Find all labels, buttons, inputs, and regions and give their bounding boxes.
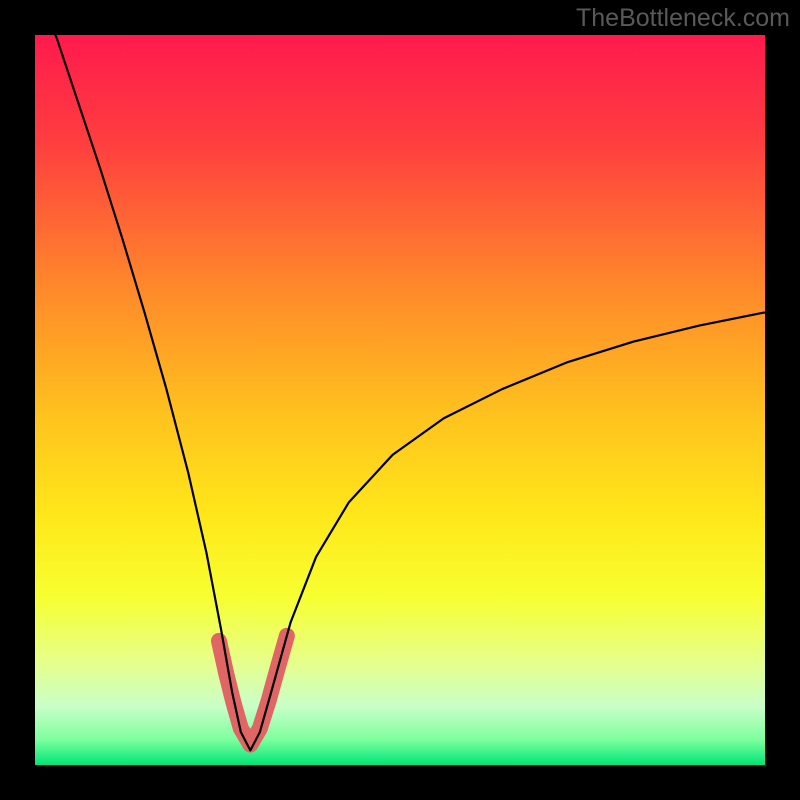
chart-plot-area [35, 35, 765, 765]
gradient-background [35, 35, 765, 765]
chart-frame: TheBottleneck.com [0, 0, 800, 800]
chart-svg [35, 35, 765, 765]
watermark-text: TheBottleneck.com [576, 4, 790, 33]
